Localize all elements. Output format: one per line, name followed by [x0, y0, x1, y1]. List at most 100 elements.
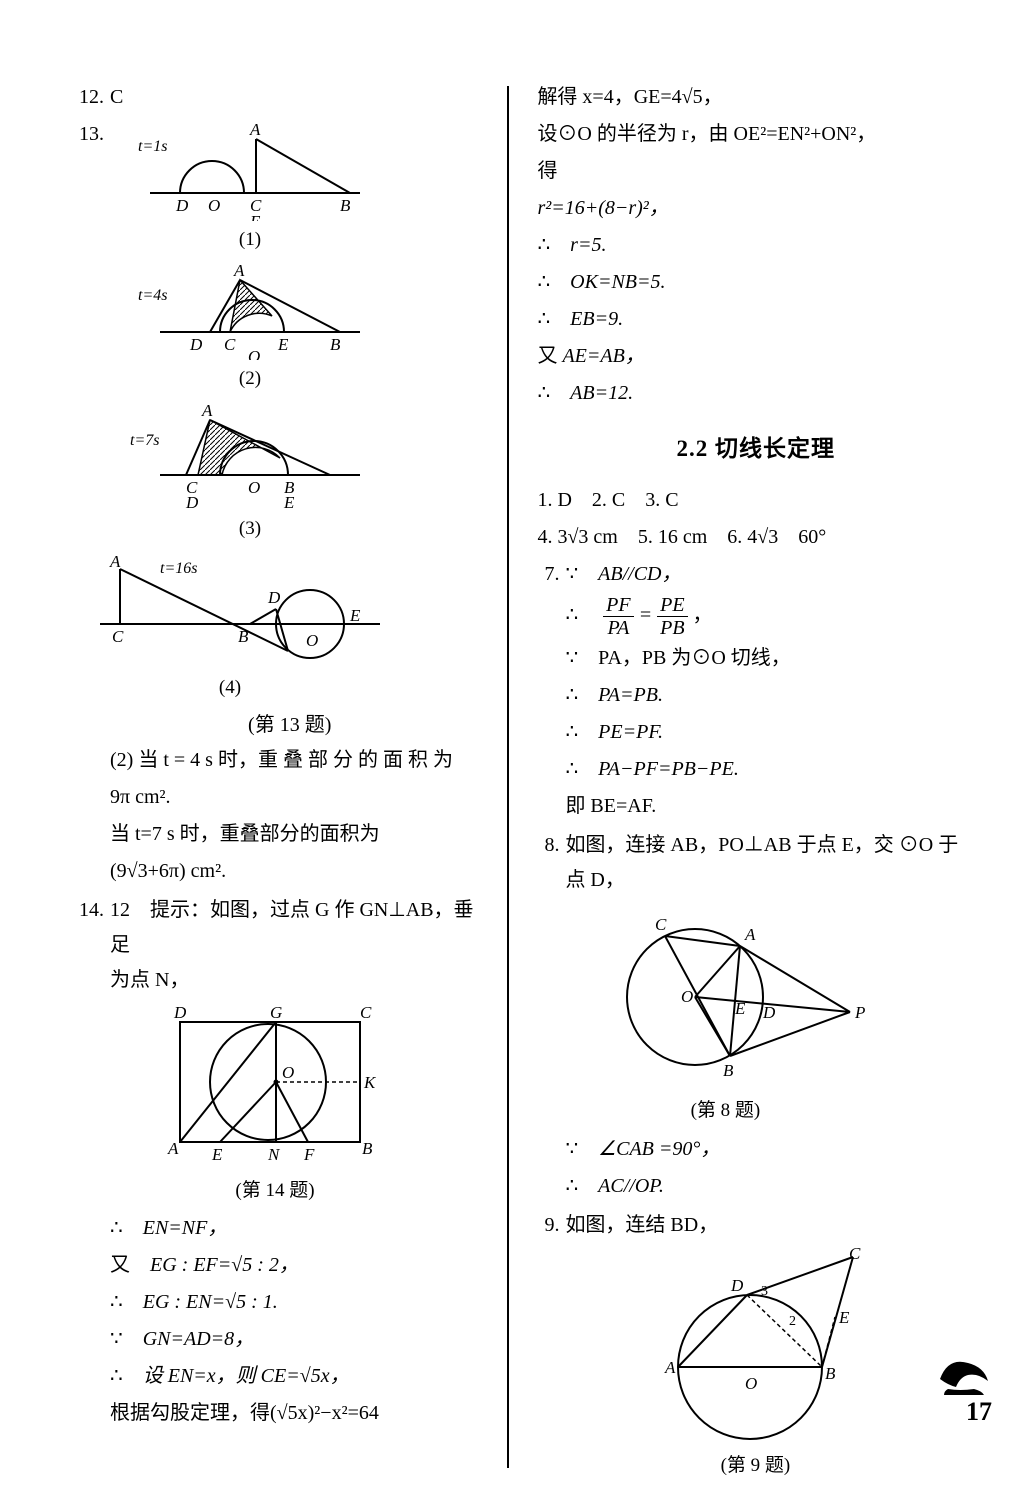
svg-text:O: O [681, 987, 693, 1006]
q7-l6: ∴ PA−PF=PB−PE. [565, 752, 974, 787]
section-2-2-title: 2.2 切线长定理 [537, 429, 974, 469]
svg-text:A: A [744, 925, 756, 944]
q14: 14. 12 提示：如图，过点 G 作 GN⊥AB，垂足 为点 N， [70, 893, 489, 1433]
svg-text:A: A [249, 121, 261, 139]
q9-number: 9. [537, 1208, 565, 1486]
q12: 12. C [70, 80, 489, 115]
q14-line1: 12 提示：如图，过点 G 作 GN⊥AB，垂足 [110, 899, 474, 956]
q8-l2: ∴ AC//OP. [565, 1169, 974, 1204]
svg-text:B: B [723, 1061, 734, 1080]
right-column: 解得 x=4，GE=4√5， 设⊙O 的半径为 r，由 OE²=EN²+ON²，… [527, 80, 974, 1488]
fig9: C D 3 2 E A O B (第 9 题) [635, 1247, 974, 1482]
svg-text:A: A [201, 401, 213, 420]
svg-text:N: N [267, 1145, 281, 1164]
svg-text:C: C [360, 1003, 372, 1022]
q13-text-2: 9π cm². [110, 780, 489, 815]
q7-l5: ∴ PE=PF. [565, 715, 974, 750]
page-number: 17 [966, 1397, 992, 1427]
svg-text:t=4s: t=4s [138, 287, 167, 304]
q12-answer: C [110, 80, 489, 115]
r-line4: r²=16+(8−r)²， [537, 191, 974, 226]
q7-body: ∵ AB//CD， ∴ PFPA = PEPB ， ∵ PA，PB 为⊙O 切线… [565, 557, 974, 826]
q13: 13. t=1s D O C E B A [70, 117, 489, 891]
svg-text:D: D [175, 196, 189, 215]
svg-text:D: D [730, 1276, 744, 1295]
svg-text:E: E [277, 335, 289, 354]
q8-number: 8. [537, 828, 565, 1205]
q14-step4: ∵ GN=AD=8， [110, 1322, 489, 1357]
ans-line2: 4. 3√3 cm 5. 16 cm 6. 4√3 60° [537, 520, 974, 555]
fig13-1-caption: (1) [130, 223, 370, 256]
svg-text:K: K [363, 1073, 377, 1092]
fig13-2-caption: (2) [130, 362, 370, 395]
svg-text:A: A [664, 1358, 676, 1377]
svg-text:B: B [330, 335, 341, 354]
svg-text:E: E [734, 999, 746, 1018]
svg-text:C: C [224, 335, 236, 354]
q7-l4: ∴ PA=PB. [565, 678, 974, 713]
fig8: C A O E D P B (第 8 题) [595, 902, 974, 1127]
fig13-3: t=7s C D O B E A (3) [130, 400, 489, 545]
r-line8: 又 AE=AB， [537, 339, 974, 374]
q13-text-4: (9√3+6π) cm². [110, 854, 489, 889]
q13-text-1: (2) 当 t = 4 s 时，重 叠 部 分 的 面 积 为 [110, 743, 489, 778]
q14-number: 14. [70, 893, 110, 1433]
q8-text2: 点 D， [565, 863, 974, 898]
dolphin-icon [934, 1351, 994, 1397]
fig9-caption: (第 9 题) [635, 1449, 875, 1482]
q9-body: 如图，连结 BD， C D 3 2 E [565, 1208, 974, 1486]
svg-text:C: C [655, 915, 667, 934]
svg-text:O: O [306, 631, 318, 650]
svg-text:E: E [283, 493, 295, 510]
svg-text:C: C [849, 1247, 861, 1263]
svg-text:A: A [167, 1139, 179, 1158]
svg-text:F: F [303, 1145, 315, 1164]
fig13-caption: (第 13 题) [90, 708, 489, 743]
fig13-4-caption: (4) [100, 671, 360, 704]
q8-l1: ∵ ∠CAB =90°， [565, 1132, 974, 1167]
svg-text:B: B [825, 1364, 836, 1383]
q13-text-3: 当 t=7 s 时，重叠部分的面积为 [110, 817, 489, 852]
svg-text:B: B [340, 196, 351, 215]
q8-body: 如图，连接 AB，PO⊥AB 于点 E，交 ⊙O 于 点 D， C [565, 828, 974, 1205]
svg-text:3: 3 [761, 1284, 768, 1299]
fig8-caption: (第 8 题) [595, 1094, 855, 1127]
r-line7: ∴ EB=9. [537, 302, 974, 337]
r-line6: ∴ OK=NB=5. [537, 265, 974, 300]
svg-text:O: O [282, 1063, 294, 1082]
svg-text:E: E [838, 1308, 850, 1327]
svg-text:D: D [762, 1003, 776, 1022]
svg-text:G: G [270, 1003, 282, 1022]
q14-line1b: 为点 N， [110, 963, 489, 998]
left-column: 12. C 13. t=1s D O C E [70, 80, 489, 1488]
r-line9: ∴ AB=12. [537, 376, 974, 411]
svg-text:E: E [211, 1145, 223, 1164]
q14-step1: ∴ EN=NF， [110, 1211, 489, 1246]
q8: 8. 如图，连接 AB，PO⊥AB 于点 E，交 ⊙O 于 点 D， [537, 828, 974, 1205]
column-divider [507, 86, 509, 1468]
svg-text:O: O [248, 478, 260, 497]
svg-text:E: E [349, 606, 361, 625]
q14-step2: 又 EG : EF=√5 : 2， [110, 1248, 489, 1283]
r-line2: 设⊙O 的半径为 r，由 OE²=EN²+ON²， [537, 117, 974, 152]
ans-line1: 1. D 2. C 3. C [537, 483, 974, 518]
svg-text:D: D [267, 588, 281, 607]
q9-text: 如图，连结 BD， [565, 1214, 718, 1236]
svg-text:C: C [112, 627, 124, 646]
svg-text:D: D [189, 335, 203, 354]
q7-l1: ∵ AB//CD， [565, 557, 974, 592]
fig13-2: t=4s D C O E B A (2) [130, 260, 489, 395]
q8-text1: 如图，连接 AB，PO⊥AB 于点 E，交 ⊙O 于 [565, 834, 958, 856]
svg-text:D: D [185, 493, 199, 510]
fig13-3-caption: (3) [130, 512, 370, 545]
q14-step5: ∴ 设 EN=x，则 CE=√5x， [110, 1359, 489, 1394]
q9: 9. 如图，连结 BD， C D 3 2 [537, 1208, 974, 1486]
svg-text:t=16s: t=16s [160, 560, 197, 577]
r-line5: ∴ r=5. [537, 228, 974, 263]
svg-text:E: E [249, 212, 261, 221]
fig13-1: t=1s D O C E B A (1) [130, 121, 489, 256]
r-line3: 得 [537, 154, 974, 189]
svg-text:P: P [854, 1003, 865, 1022]
svg-text:A: A [109, 552, 121, 571]
svg-text:2: 2 [789, 1314, 796, 1329]
